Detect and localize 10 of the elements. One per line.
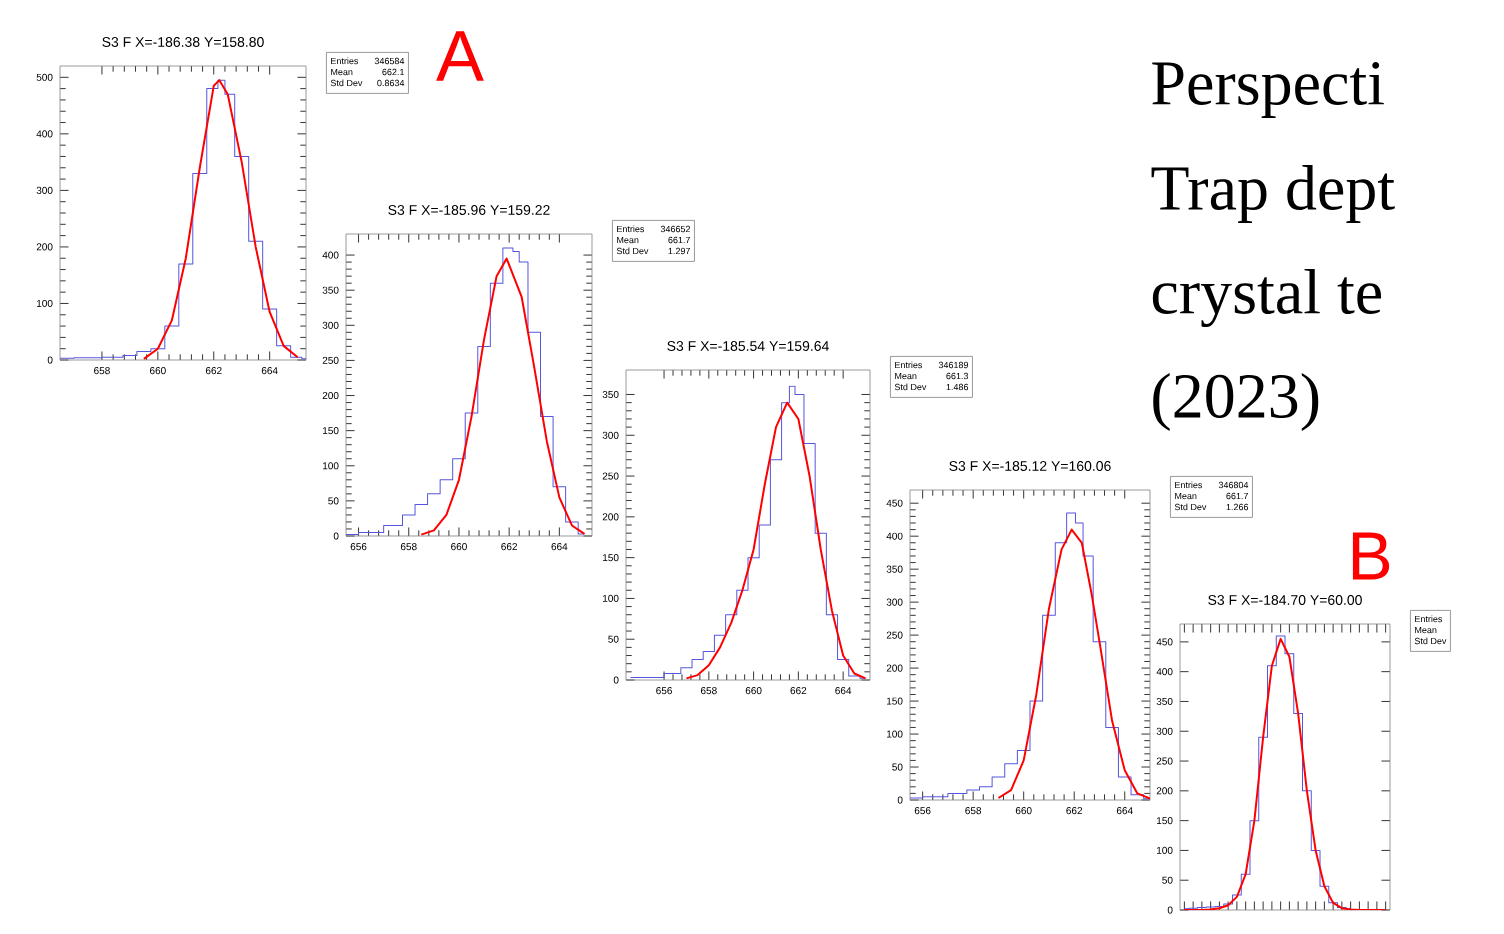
text: B xyxy=(1352,532,1390,580)
line-series xyxy=(142,79,299,360)
text: A xyxy=(436,31,484,81)
line-series xyxy=(420,257,586,536)
line-series xyxy=(997,528,1150,800)
text: crystal te xyxy=(1152,268,1382,328)
text: (2023) xyxy=(1153,373,1319,431)
line-series xyxy=(685,401,867,680)
text: Trap dept xyxy=(1151,165,1395,223)
text: Perspecti xyxy=(1152,62,1384,118)
